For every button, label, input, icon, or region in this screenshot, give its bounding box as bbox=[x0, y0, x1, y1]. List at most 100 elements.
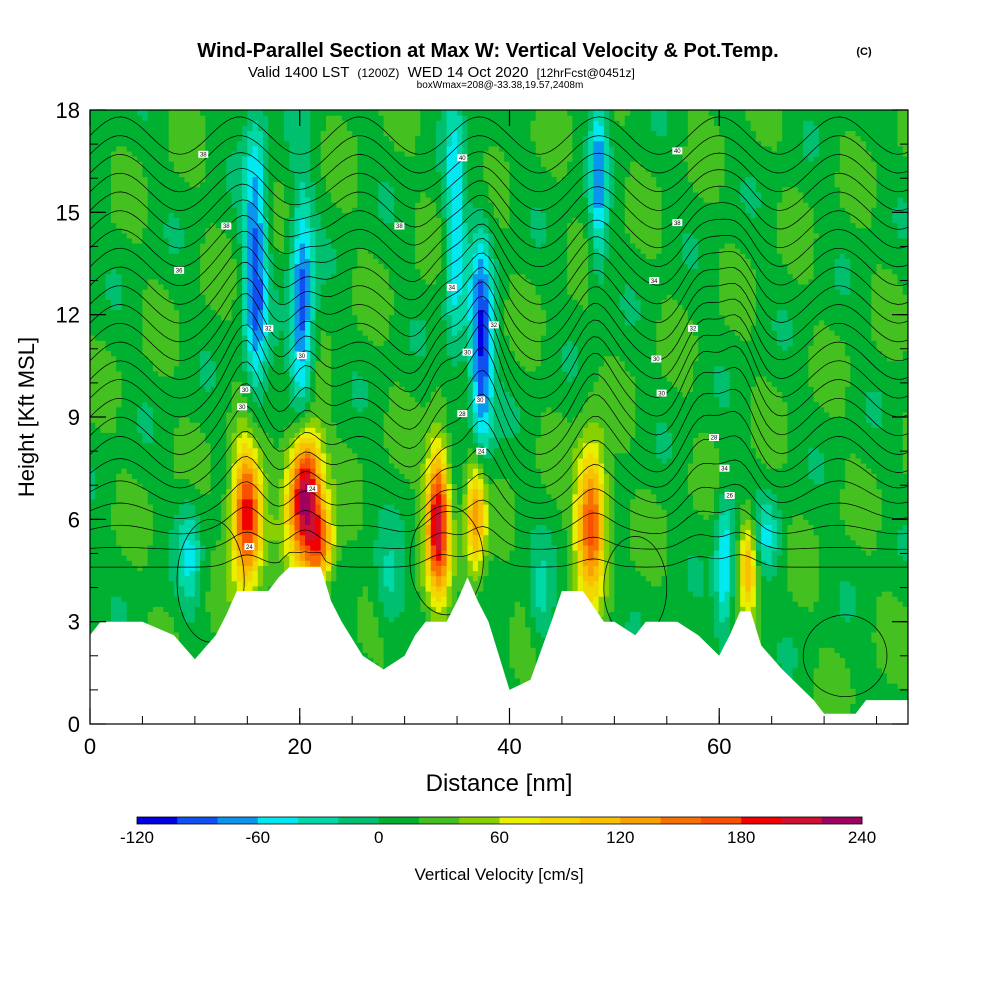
velocity-cell bbox=[106, 294, 112, 300]
velocity-cell bbox=[268, 156, 274, 162]
velocity-cell bbox=[195, 601, 201, 607]
velocity-cell bbox=[195, 438, 201, 444]
velocity-cell bbox=[247, 458, 253, 464]
velocity-cell bbox=[158, 182, 164, 188]
velocity-cell bbox=[116, 217, 122, 223]
velocity-cell bbox=[101, 274, 107, 280]
velocity-cell bbox=[237, 397, 243, 403]
velocity-cell bbox=[132, 412, 138, 418]
velocity-cell bbox=[148, 565, 154, 571]
velocity-cell bbox=[232, 253, 238, 259]
velocity-cell bbox=[116, 274, 122, 280]
velocity-cell bbox=[101, 356, 107, 362]
velocity-cell bbox=[216, 581, 222, 587]
velocity-cell bbox=[90, 381, 96, 387]
velocity-cell bbox=[137, 110, 143, 116]
velocity-cell bbox=[90, 299, 96, 305]
velocity-cell bbox=[127, 366, 133, 372]
velocity-cell bbox=[132, 356, 138, 362]
velocity-cell bbox=[163, 182, 169, 188]
velocity-cell bbox=[137, 151, 143, 157]
velocity-cell bbox=[237, 519, 243, 525]
velocity-cell bbox=[158, 397, 164, 403]
velocity-cell bbox=[226, 473, 232, 479]
velocity-cell bbox=[106, 330, 112, 336]
velocity-cell bbox=[101, 519, 107, 525]
velocity-cell bbox=[195, 192, 201, 198]
velocity-cell bbox=[274, 499, 280, 505]
velocity-cell bbox=[142, 351, 148, 357]
velocity-cell bbox=[158, 115, 164, 121]
velocity-cell bbox=[253, 473, 259, 479]
velocity-cell bbox=[148, 161, 154, 167]
velocity-cell bbox=[247, 453, 253, 459]
velocity-cell bbox=[268, 110, 274, 116]
velocity-cell bbox=[158, 248, 164, 254]
velocity-cell bbox=[295, 228, 301, 234]
velocity-cell bbox=[179, 571, 185, 577]
velocity-cell bbox=[205, 571, 211, 577]
velocity-cell bbox=[179, 468, 185, 474]
velocity-cell bbox=[268, 545, 274, 551]
velocity-cell bbox=[127, 279, 133, 285]
velocity-cell bbox=[184, 110, 190, 116]
velocity-cell bbox=[232, 560, 238, 566]
velocity-cell bbox=[195, 187, 201, 193]
velocity-cell bbox=[258, 565, 264, 571]
velocity-cell bbox=[221, 366, 227, 372]
chart-title-tag: (C) bbox=[856, 46, 872, 58]
velocity-cell bbox=[295, 448, 301, 454]
velocity-cell bbox=[216, 535, 222, 541]
velocity-cell bbox=[122, 550, 128, 556]
velocity-cell bbox=[226, 412, 232, 418]
velocity-cell bbox=[163, 217, 169, 223]
velocity-cell bbox=[274, 453, 280, 459]
velocity-cell bbox=[90, 386, 96, 392]
velocity-cell bbox=[284, 177, 290, 183]
velocity-cell bbox=[116, 468, 122, 474]
velocity-cell bbox=[237, 141, 243, 147]
velocity-cell bbox=[253, 565, 259, 571]
velocity-cell bbox=[158, 335, 164, 341]
velocity-cell bbox=[258, 540, 264, 546]
velocity-cell bbox=[284, 171, 290, 177]
velocity-cell bbox=[101, 427, 107, 433]
velocity-cell bbox=[184, 120, 190, 126]
velocity-cell bbox=[153, 576, 159, 582]
velocity-cell bbox=[163, 560, 169, 566]
velocity-cell bbox=[305, 514, 311, 520]
velocity-cell bbox=[274, 494, 280, 500]
velocity-cell bbox=[200, 565, 206, 571]
velocity-cell bbox=[122, 386, 128, 392]
velocity-cell bbox=[289, 320, 295, 326]
velocity-cell bbox=[226, 535, 232, 541]
velocity-cell bbox=[263, 156, 269, 162]
velocity-cell bbox=[300, 279, 306, 285]
velocity-cell bbox=[211, 156, 217, 162]
velocity-cell bbox=[95, 120, 101, 126]
velocity-cell bbox=[216, 197, 222, 203]
velocity-cell bbox=[195, 115, 201, 121]
velocity-cell bbox=[200, 376, 206, 382]
velocity-cell bbox=[184, 576, 190, 582]
velocity-cell bbox=[195, 366, 201, 372]
velocity-cell bbox=[195, 443, 201, 449]
velocity-cell bbox=[142, 478, 148, 484]
velocity-cell bbox=[200, 171, 206, 177]
velocity-cell bbox=[132, 125, 138, 131]
velocity-cell bbox=[295, 366, 301, 372]
velocity-cell bbox=[232, 550, 238, 556]
velocity-cell bbox=[205, 611, 211, 617]
velocity-cell bbox=[195, 136, 201, 142]
velocity-cell bbox=[174, 617, 180, 623]
velocity-cell bbox=[106, 407, 112, 413]
velocity-cell bbox=[90, 591, 96, 597]
velocity-cell bbox=[200, 642, 206, 648]
velocity-cell bbox=[101, 371, 107, 377]
velocity-cell bbox=[216, 330, 222, 336]
velocity-cell bbox=[122, 463, 128, 469]
velocity-cell bbox=[142, 499, 148, 505]
velocity-cell bbox=[158, 453, 164, 459]
velocity-cell bbox=[211, 555, 217, 561]
velocity-cell bbox=[148, 422, 154, 428]
